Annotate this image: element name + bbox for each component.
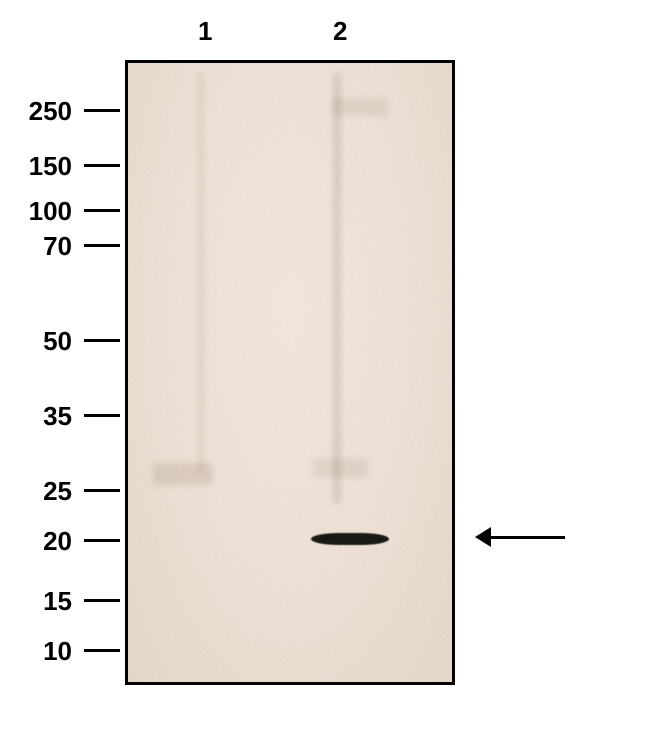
mw-tick: [84, 339, 120, 342]
mw-tick: [84, 109, 120, 112]
blot-smudge: [333, 98, 388, 116]
blot-smudge: [198, 73, 204, 473]
mw-label-25: 25: [12, 476, 72, 507]
blot-smudge: [313, 458, 368, 478]
mw-label-15: 15: [12, 586, 72, 617]
mw-label-150: 150: [12, 151, 72, 182]
blot-figure: 1 2 250 150 100 70 50 35 25 20 15 10: [0, 0, 650, 732]
mw-tick: [84, 489, 120, 492]
band-lane2-20kda: [311, 533, 389, 545]
mw-tick: [84, 599, 120, 602]
lane-label-2: 2: [333, 16, 347, 47]
mw-tick: [84, 539, 120, 542]
mw-tick: [84, 649, 120, 652]
mw-label-70: 70: [12, 231, 72, 262]
blot-membrane: [125, 60, 455, 685]
mw-label-10: 10: [12, 636, 72, 667]
blot-noise: [128, 63, 452, 682]
blot-smudge: [153, 463, 213, 485]
mw-tick: [84, 209, 120, 212]
mw-label-50: 50: [12, 326, 72, 357]
mw-label-250: 250: [12, 96, 72, 127]
mw-tick: [84, 244, 120, 247]
mw-label-100: 100: [12, 196, 72, 227]
mw-tick: [84, 164, 120, 167]
blot-smudge: [333, 73, 341, 503]
mw-label-20: 20: [12, 526, 72, 557]
mw-label-35: 35: [12, 401, 72, 432]
band-arrow-head-icon: [475, 527, 491, 547]
band-arrow-line: [491, 536, 565, 539]
mw-tick: [84, 414, 120, 417]
lane-label-1: 1: [198, 16, 212, 47]
